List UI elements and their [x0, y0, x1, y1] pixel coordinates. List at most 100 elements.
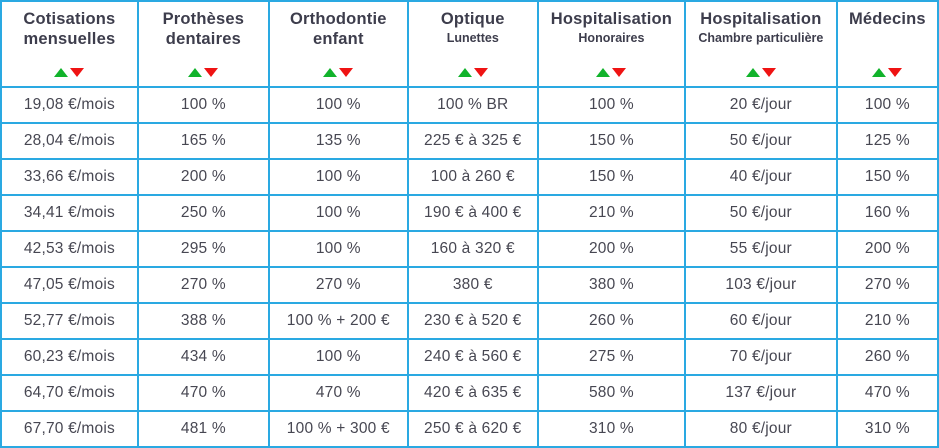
column-title: Médecins — [848, 10, 926, 28]
table-cell: 70 €/jour — [683, 338, 838, 376]
column-title: Cotisations mensuelles — [23, 10, 116, 49]
table-cell: 250 % — [136, 194, 270, 232]
table-row: 47,05 €/mois 270 % 270 % 380 €380 % 103 €/jo… — [0, 266, 939, 304]
column-title: Prothèses dentaires — [162, 10, 245, 49]
table-cell: 420 € à 635 € — [406, 374, 539, 412]
header-cell: Hospitalisation Chambre particulière — [686, 2, 836, 86]
table-cell: 20 €/jour — [683, 86, 838, 124]
table-row: 33,66 €/mois 200 % 100 % 100 à 260 €150 % 40… — [0, 158, 939, 196]
table-cell: 270 % — [267, 266, 409, 304]
sort-descending-icon[interactable] — [339, 68, 354, 77]
table-row: 64,70 €/mois 470 % 470 % 420 € à 635 €580 %… — [0, 374, 939, 412]
column-header-medecins: Médecins — [835, 0, 939, 88]
sort-ascending-icon[interactable] — [596, 68, 611, 77]
table-cell: 103 €/jour — [683, 266, 838, 304]
sort-control[interactable] — [323, 68, 354, 77]
header-cell: Optique Lunettes — [409, 2, 537, 86]
table-cell: 380 € — [406, 266, 539, 304]
header-text: Prothèses dentaires — [141, 9, 266, 49]
sort-descending-icon[interactable] — [473, 68, 488, 77]
sort-descending-icon[interactable] — [761, 68, 776, 77]
table-row: 67,70 €/mois 481 % 100 % + 300 €250 € à 62… — [0, 410, 939, 448]
table-cell: 481 % — [136, 410, 270, 448]
table-cell: 270 % — [136, 266, 270, 304]
table-cell: 270 % — [835, 266, 939, 304]
table-cell: 60 €/jour — [683, 302, 838, 340]
header-cell: Cotisations mensuelles — [2, 2, 137, 86]
sort-ascending-icon[interactable] — [54, 68, 69, 77]
table-cell: 60,23 €/mois — [0, 338, 139, 376]
sort-control[interactable] — [596, 68, 627, 77]
sort-ascending-icon[interactable] — [188, 68, 203, 77]
column-subtitle: Honoraires — [578, 31, 645, 46]
column-title: Optique — [440, 10, 505, 28]
header-text: Cotisations mensuelles — [4, 9, 135, 49]
header-text: Médecins — [849, 9, 926, 29]
table-cell: 295 % — [136, 230, 270, 268]
table-cell: 250 € à 620 € — [406, 410, 539, 448]
column-header-hospitalisation-chambre-particuliere: Hospitalisation Chambre particulière — [683, 0, 838, 88]
column-header-hospitalisation-honoraires: Hospitalisation Honoraires — [536, 0, 686, 88]
table-cell: 135 % — [267, 122, 409, 160]
table-cell: 388 % — [136, 302, 270, 340]
column-title: Hospitalisation — [550, 10, 673, 28]
column-header-protheses-dentaires: Prothèses dentaires — [136, 0, 270, 88]
table-cell: 310 % — [536, 410, 686, 448]
table-cell: 260 % — [835, 338, 939, 376]
column-title: Orthodontie enfant — [290, 10, 387, 49]
table-cell: 42,53 €/mois — [0, 230, 139, 268]
table-cell: 19,08 €/mois — [0, 86, 139, 124]
table-cell: 200 % — [835, 230, 939, 268]
table-cell: 210 % — [835, 302, 939, 340]
table-row: 52,77 €/mois 388 % 100 % + 200 €230 € à 52… — [0, 302, 939, 340]
table-cell: 200 % — [136, 158, 270, 196]
sort-ascending-icon[interactable] — [323, 68, 338, 77]
table-cell: 50 €/jour — [683, 122, 838, 160]
table-cell: 470 % — [835, 374, 939, 412]
table-row: 42,53 €/mois 295 % 100 % 160 à 320 €200 % 55… — [0, 230, 939, 268]
sort-descending-icon[interactable] — [888, 68, 903, 77]
table-cell: 100 % — [267, 86, 409, 124]
header-text: Hospitalisation Chambre particulière — [698, 9, 823, 46]
sort-descending-icon[interactable] — [70, 68, 85, 77]
table-cell: 33,66 €/mois — [0, 158, 139, 196]
table-cell: 40 €/jour — [683, 158, 838, 196]
header-row: Cotisations mensuelles Prothèses dentaire… — [0, 0, 939, 88]
table-cell: 125 % — [835, 122, 939, 160]
header-cell: Hospitalisation Honoraires — [539, 2, 684, 86]
header-text: Orthodontie enfant — [272, 9, 405, 49]
table-row: 34,41 €/mois 250 % 100 % 190 € à 400 €210 %… — [0, 194, 939, 232]
sort-control[interactable] — [457, 68, 488, 77]
sort-control[interactable] — [745, 68, 776, 77]
table-cell: 100 % — [536, 86, 686, 124]
column-header-orthodontie-enfant: Orthodontie enfant — [267, 0, 409, 88]
table-cell: 47,05 €/mois — [0, 266, 139, 304]
table-cell: 160 à 320 € — [406, 230, 539, 268]
table-cell: 380 % — [536, 266, 686, 304]
table-cell: 160 % — [835, 194, 939, 232]
sort-control[interactable] — [54, 68, 85, 77]
table-cell: 434 % — [136, 338, 270, 376]
table-cell: 100 % — [267, 230, 409, 268]
column-header-optique-lunettes: Optique Lunettes — [406, 0, 539, 88]
sort-descending-icon[interactable] — [612, 68, 627, 77]
table-cell: 260 % — [536, 302, 686, 340]
table-cell: 150 % — [536, 122, 686, 160]
sort-ascending-icon[interactable] — [745, 68, 760, 77]
header-cell: Médecins — [838, 2, 937, 86]
table-cell: 100 % — [835, 86, 939, 124]
table-cell: 470 % — [136, 374, 270, 412]
table-cell: 210 % — [536, 194, 686, 232]
table-cell: 190 € à 400 € — [406, 194, 539, 232]
sort-ascending-icon[interactable] — [457, 68, 472, 77]
sort-descending-icon[interactable] — [204, 68, 219, 77]
column-subtitle: Lunettes — [446, 31, 499, 46]
sort-control[interactable] — [872, 68, 903, 77]
table-cell: 100 % — [267, 338, 409, 376]
table-cell: 100 à 260 € — [406, 158, 539, 196]
sort-ascending-icon[interactable] — [872, 68, 887, 77]
table-header: Cotisations mensuelles Prothèses dentaire… — [0, 0, 939, 88]
table-cell: 100 % — [267, 158, 409, 196]
sort-control[interactable] — [188, 68, 219, 77]
